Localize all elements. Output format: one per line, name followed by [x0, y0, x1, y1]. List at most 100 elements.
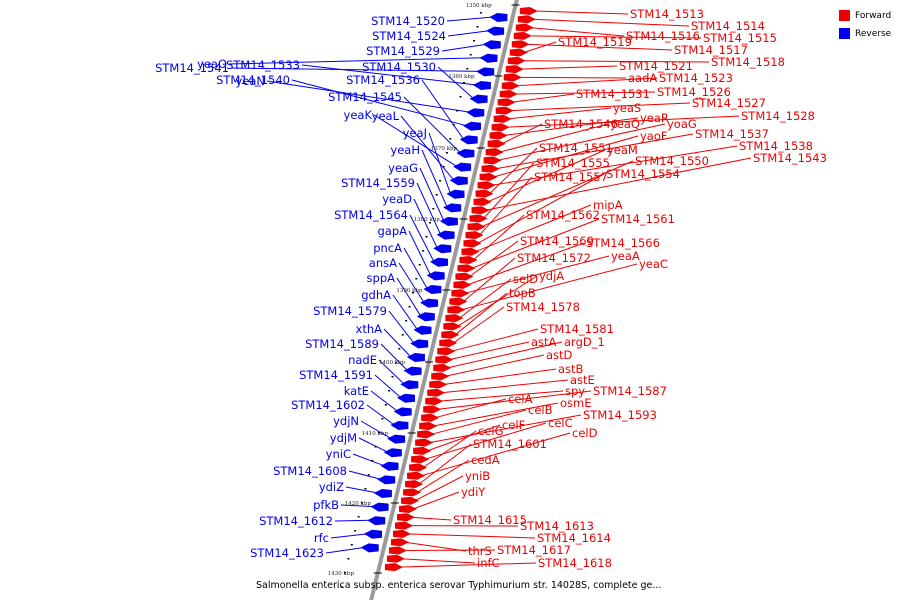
reverse-feature-stm14-1520[interactable] [489, 13, 508, 22]
reverse-gene-label-yeag[interactable]: yeaG [388, 161, 418, 175]
reverse-gene-label-yeao[interactable]: yeaO [197, 57, 227, 71]
forward-feature-stm14-1551[interactable] [475, 189, 494, 198]
forward-gene-label-stm14-1517[interactable]: STM14_1517 [674, 43, 748, 57]
forward-feature-stm14-1543[interactable] [471, 206, 490, 215]
forward-gene-label-astd[interactable]: astD [546, 348, 573, 362]
forward-feature-stm14-1550[interactable] [467, 222, 486, 231]
forward-feature-argd-1[interactable] [433, 363, 452, 372]
forward-feature-stm14-1555[interactable] [469, 214, 488, 223]
forward-gene-label-stm14-1617[interactable]: STM14_1617 [497, 543, 571, 557]
reverse-feature-stm14-1536[interactable] [459, 135, 478, 145]
forward-feature-yoag[interactable] [483, 156, 502, 165]
forward-feature-ynib[interactable] [401, 496, 420, 505]
forward-feature-yaof[interactable] [479, 173, 498, 181]
forward-feature-stm14-1601[interactable] [405, 480, 424, 489]
forward-feature-cela[interactable] [421, 413, 440, 422]
reverse-feature-stm14-1564[interactable] [429, 257, 448, 267]
reverse-feature-yead[interactable] [433, 244, 452, 254]
forward-feature-yeac[interactable] [447, 305, 466, 314]
forward-gene-label-yeac[interactable]: yeaC [639, 257, 668, 271]
forward-gene-label-mipa[interactable]: mipA [593, 198, 623, 212]
forward-feature-stm14-1562[interactable] [459, 256, 478, 264]
reverse-feature-stm14-1559[interactable] [436, 230, 455, 240]
forward-gene-label-yoag[interactable]: yoaG [667, 117, 697, 131]
forward-gene-label-celd[interactable]: celD [572, 426, 598, 440]
forward-gene-label-cela[interactable]: celA [508, 392, 533, 406]
forward-feature-yeam[interactable] [473, 197, 492, 206]
reverse-feature-stm14-1602[interactable] [390, 421, 409, 430]
reverse-gene-label-gdha[interactable]: gdhA [361, 288, 391, 302]
legend-item-reverse[interactable]: Reverse [839, 26, 891, 41]
reverse-feature-nade[interactable] [400, 380, 419, 390]
reverse-feature-stm14-1612[interactable] [367, 516, 386, 526]
reverse-feature-stm14-1579[interactable] [410, 339, 429, 349]
reverse-gene-label-stm14-1559[interactable]: STM14_1559 [341, 176, 415, 190]
forward-gene-label-yeaq[interactable]: yeaQ [610, 117, 640, 131]
reverse-gene-label-stm14-1533[interactable]: STM14_1533 [226, 58, 300, 72]
forward-feature-stm14-1514[interactable] [517, 15, 536, 24]
reverse-feature-yeaj[interactable] [446, 189, 465, 199]
forward-gene-label-yeam[interactable]: yeaM [607, 143, 638, 157]
reverse-gene-label-stm14-1564[interactable]: STM14_1564 [334, 208, 408, 222]
reverse-feature-stm14-1545[interactable] [456, 149, 475, 158]
forward-feature-astb[interactable] [429, 380, 448, 389]
forward-feature-stm14-1517[interactable] [511, 40, 530, 49]
forward-feature-stm14-1513[interactable] [519, 7, 538, 15]
reverse-gene-label-pfkb[interactable]: pfkB [313, 498, 339, 512]
forward-gene-label-stm14-1515[interactable]: STM14_1515 [703, 31, 777, 45]
forward-gene-label-osme[interactable]: osmE [560, 396, 592, 410]
reverse-feature-rfc[interactable] [364, 529, 383, 539]
forward-gene-label-ydja[interactable]: ydjA [539, 269, 564, 283]
reverse-feature-stm14-1591[interactable] [396, 393, 415, 403]
forward-gene-label-argd-1[interactable]: argD_1 [564, 335, 605, 349]
forward-feature-stm14-1537[interactable] [481, 164, 500, 173]
forward-gene-label-stm14-1601[interactable]: STM14_1601 [473, 437, 547, 451]
reverse-gene-label-yeah[interactable]: yeaH [390, 143, 420, 157]
forward-gene-label-stm14-1538[interactable]: STM14_1538 [739, 139, 813, 153]
forward-feature-topb[interactable] [441, 330, 460, 339]
reverse-gene-label-stm14-1529[interactable]: STM14_1529 [366, 44, 440, 58]
reverse-gene-label-yeaj[interactable]: yeaJ [403, 126, 427, 140]
reverse-gene-label-kate[interactable]: katE [344, 384, 369, 398]
forward-gene-label-stm14-1555[interactable]: STM14_1555 [536, 156, 610, 170]
forward-feature-stm14-1617[interactable] [388, 546, 407, 555]
forward-gene-label-stm14-1566[interactable]: STM14_1566 [586, 236, 660, 250]
forward-gene-label-aada[interactable]: aadA [628, 71, 657, 85]
forward-gene-label-celg[interactable]: celG [478, 424, 504, 438]
forward-gene-label-celc[interactable]: celC [548, 416, 573, 430]
reverse-gene-label-stm14-1520[interactable]: STM14_1520 [371, 14, 445, 28]
reverse-gene-label-rfc[interactable]: rfc [314, 531, 329, 545]
reverse-gene-label-stm14-1591[interactable]: STM14_1591 [299, 368, 373, 382]
reverse-feature-pfkb[interactable] [370, 502, 389, 512]
forward-gene-label-stm14-1561[interactable]: STM14_1561 [601, 212, 675, 226]
forward-feature-stm14-1516[interactable] [515, 23, 534, 32]
reverse-gene-label-stm14-1602[interactable]: STM14_1602 [291, 398, 365, 412]
forward-gene-label-celf[interactable]: celF [502, 418, 525, 432]
reverse-feature-gdha[interactable] [413, 325, 432, 335]
reverse-gene-label-yead[interactable]: yeaD [382, 192, 412, 206]
forward-gene-label-year[interactable]: yeaR [640, 111, 669, 125]
forward-gene-label-astb[interactable]: astB [558, 362, 584, 376]
forward-gene-label-stm14-1550[interactable]: STM14_1550 [635, 154, 709, 168]
reverse-feature-ydiz[interactable] [373, 489, 392, 498]
forward-feature-stm14-1618[interactable] [384, 563, 403, 572]
forward-feature-stm14-1578[interactable] [439, 339, 458, 347]
reverse-feature-sppa[interactable] [416, 312, 435, 322]
forward-gene-label-topb[interactable]: topB [509, 286, 536, 300]
reverse-feature-gapa[interactable] [426, 271, 445, 281]
reverse-gene-label-stm14-1530[interactable]: STM14_1530 [362, 60, 436, 74]
forward-feature-infc[interactable] [386, 554, 405, 563]
reverse-feature-stm14-1541[interactable] [476, 67, 495, 77]
forward-feature-stm14-1569[interactable] [455, 272, 474, 281]
forward-gene-label-stm14-1513[interactable]: STM14_1513 [630, 7, 704, 21]
forward-gene-label-stm14-1523[interactable]: STM14_1523 [659, 71, 733, 85]
forward-feature-year[interactable] [489, 131, 508, 140]
forward-feature-astd[interactable] [431, 372, 450, 381]
reverse-feature-stm14-1623[interactable] [360, 543, 379, 553]
forward-gene-label-stm14-1587[interactable]: STM14_1587 [593, 384, 667, 398]
reverse-feature-yeak[interactable] [453, 162, 472, 172]
forward-feature-mipa[interactable] [461, 247, 480, 256]
forward-gene-label-stm14-1618[interactable]: STM14_1618 [538, 556, 612, 570]
reverse-gene-label-ydjm[interactable]: ydjM [330, 431, 357, 445]
forward-feature-stm14-1515[interactable] [513, 31, 532, 40]
